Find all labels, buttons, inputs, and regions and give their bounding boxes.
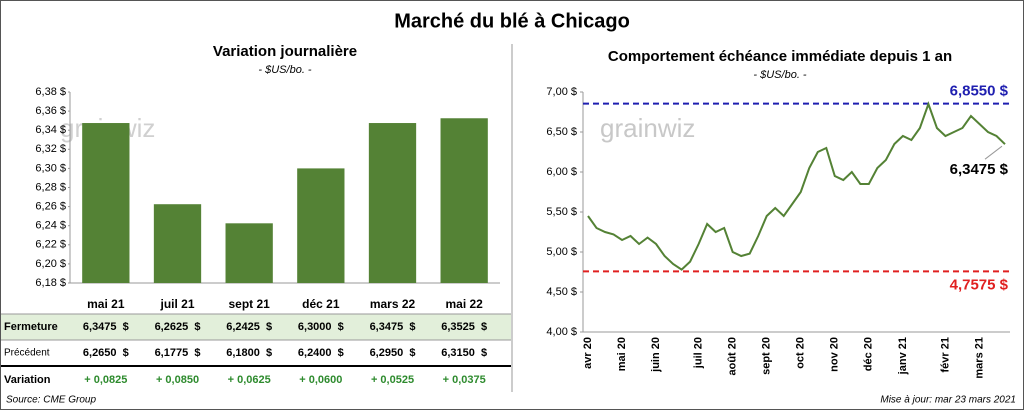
reference-label: 6,8550 $ [950, 83, 1009, 100]
update-date: Mise à jour: mar 23 mars 2021 [880, 395, 1016, 406]
table-cell: 6,2625 $ [155, 321, 201, 333]
bar [297, 168, 345, 283]
x-tick-label: oct 20 [795, 337, 807, 369]
table-cell: + 0,0375 [443, 374, 486, 386]
row-bg [1, 314, 511, 340]
y-tick-label: 6,22 $ [35, 239, 66, 251]
bar [82, 123, 130, 283]
table-cell: 6,3475 $ [370, 321, 416, 333]
x-tick-label: avr 20 [582, 337, 594, 369]
y-tick-label: 6,34 $ [35, 124, 66, 136]
table-cell: 6,3150 $ [441, 347, 487, 359]
x-tick-label: mai 20 [616, 337, 628, 371]
reference-label: 4,7575 $ [950, 276, 1009, 293]
bar [440, 118, 488, 283]
bar [153, 204, 202, 283]
page-title: Marché du blé à Chicago [394, 10, 630, 32]
table-cell: 6,1775 $ [155, 347, 201, 359]
last-value-label: 6,3475 $ [950, 161, 1009, 178]
table-cell: + 0,0600 [299, 374, 342, 386]
x-tick-label: sept 21 [228, 297, 270, 311]
table-cell: + 0,0825 [84, 374, 127, 386]
y-tick-label: 5,50 $ [546, 206, 577, 218]
x-tick-label: mai 22 [445, 297, 483, 311]
y-tick-label: 4,50 $ [546, 286, 577, 298]
y-tick-label: 7,00 $ [546, 86, 577, 98]
y-tick-label: 6,18 $ [35, 277, 66, 289]
table-cell: + 0,0625 [228, 374, 271, 386]
y-tick-label: 5,00 $ [546, 246, 577, 258]
y-tick-label: 6,38 $ [35, 86, 66, 98]
y-tick-label: 6,20 $ [35, 258, 66, 270]
y-tick-label: 6,30 $ [35, 162, 66, 174]
table-cell: 6,2425 $ [226, 321, 272, 333]
y-tick-label: 6,32 $ [35, 143, 66, 155]
table-cell: + 0,0525 [371, 374, 414, 386]
x-tick-label: juil 21 [159, 297, 194, 311]
bar [225, 223, 273, 283]
table-cell: 6,2650 $ [83, 347, 129, 359]
row-label: Fermeture [4, 321, 58, 333]
chart-subtitle: - $US/bo. - [258, 64, 312, 76]
row-label: Variation [4, 374, 51, 386]
bar [368, 123, 417, 283]
x-tick-label: nov 20 [829, 337, 841, 372]
table-cell: 6,3475 $ [83, 321, 129, 333]
table-cell: 6,2400 $ [298, 347, 344, 359]
row-label: Précédent [4, 348, 50, 359]
source: Source: CME Group [6, 395, 96, 406]
y-tick-label: 4,00 $ [546, 326, 577, 338]
table-cell: 6,1800 $ [226, 347, 272, 359]
x-tick-label: juil 20 [693, 337, 705, 369]
watermark: grainwiz [600, 113, 695, 143]
y-tick-label: 6,50 $ [546, 126, 577, 138]
x-tick-label: févr 21 [939, 337, 951, 372]
chart-subtitle: - $US/bo. - [753, 69, 807, 81]
x-tick-label: mars 22 [370, 297, 416, 311]
y-tick-label: 6,24 $ [35, 220, 66, 232]
table-cell: + 0,0850 [156, 374, 199, 386]
x-tick-label: mars 21 [973, 337, 985, 379]
y-tick-label: 6,28 $ [35, 181, 66, 193]
chart-title: Comportement échéance immédiate depuis 1… [608, 48, 952, 65]
price-line [587, 101, 1006, 271]
table-cell: 6,3000 $ [298, 321, 344, 333]
table-cell: 6,3525 $ [441, 321, 487, 333]
leader [984, 145, 1003, 160]
x-tick-label: août 20 [727, 337, 739, 376]
table-cell: 6,2950 $ [370, 347, 416, 359]
x-tick-label: déc 20 [863, 337, 875, 371]
x-tick-label: janv 21 [897, 337, 909, 375]
chart-title: Variation journalière [213, 43, 357, 60]
x-tick-label: sept 20 [761, 337, 773, 375]
y-tick-label: 6,00 $ [546, 166, 577, 178]
x-tick-label: déc 21 [302, 297, 340, 311]
x-tick-label: juin 20 [650, 337, 662, 373]
y-tick-label: 6,36 $ [35, 105, 66, 117]
y-tick-label: 6,26 $ [35, 201, 66, 213]
x-tick-label: mai 21 [87, 297, 125, 311]
